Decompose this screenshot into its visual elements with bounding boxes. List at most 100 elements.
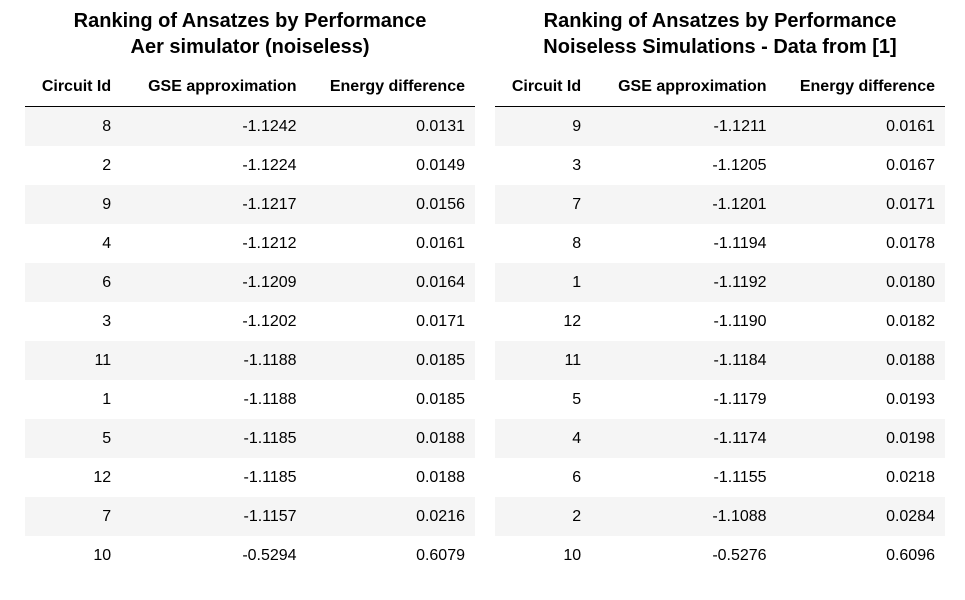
- cell-circuit-id: 2: [495, 497, 592, 536]
- cell-circuit-id: 4: [25, 224, 122, 263]
- table-row: 1 -1.1188 0.0185: [25, 380, 475, 419]
- header-gse-approximation: GSE approximation: [121, 68, 307, 107]
- cell-energy-difference: 0.0188: [306, 419, 475, 458]
- table-row: 9 -1.1211 0.0161: [495, 106, 945, 146]
- header-row: Circuit Id GSE approximation Energy diff…: [25, 68, 475, 107]
- table-row: 9 -1.1217 0.0156: [25, 185, 475, 224]
- cell-circuit-id: 11: [25, 341, 122, 380]
- cell-gse-approximation: -1.1217: [121, 185, 307, 224]
- cell-circuit-id: 11: [495, 341, 592, 380]
- cell-energy-difference: 0.0182: [776, 302, 945, 341]
- table-row: 7 -1.1157 0.0216: [25, 497, 475, 536]
- panel-title: Ranking of Ansatzes by Performance Noise…: [495, 8, 945, 60]
- header-circuit-id: Circuit Id: [25, 68, 122, 107]
- cell-energy-difference: 0.0180: [776, 263, 945, 302]
- table-row: 12 -1.1185 0.0188: [25, 458, 475, 497]
- cell-gse-approximation: -1.1192: [591, 263, 777, 302]
- cell-gse-approximation: -1.1209: [121, 263, 307, 302]
- title-line-2: Noiseless Simulations - Data from [1]: [543, 36, 897, 58]
- cell-energy-difference: 0.0149: [306, 146, 475, 185]
- cell-gse-approximation: -1.1155: [591, 458, 777, 497]
- cell-gse-approximation: -1.1242: [121, 106, 307, 146]
- cell-gse-approximation: -1.1202: [121, 302, 307, 341]
- cell-energy-difference: 0.0171: [306, 302, 475, 341]
- cell-circuit-id: 9: [25, 185, 122, 224]
- cell-gse-approximation: -0.5276: [591, 536, 777, 575]
- cell-energy-difference: 0.0185: [306, 380, 475, 419]
- table-row: 11 -1.1184 0.0188: [495, 341, 945, 380]
- table-row: 11 -1.1188 0.0185: [25, 341, 475, 380]
- cell-gse-approximation: -1.1157: [121, 497, 307, 536]
- cell-energy-difference: 0.0164: [306, 263, 475, 302]
- cell-energy-difference: 0.0218: [776, 458, 945, 497]
- cell-energy-difference: 0.0188: [306, 458, 475, 497]
- cell-energy-difference: 0.0131: [306, 106, 475, 146]
- ranking-table: Circuit Id GSE approximation Energy diff…: [25, 68, 475, 575]
- cell-circuit-id: 4: [495, 419, 592, 458]
- header-circuit-id: Circuit Id: [495, 68, 592, 107]
- cell-circuit-id: 3: [495, 146, 592, 185]
- table-row: 10 -0.5294 0.6079: [25, 536, 475, 575]
- cell-circuit-id: 9: [495, 106, 592, 146]
- reference-data-ranking-panel: Ranking of Ansatzes by Performance Noise…: [495, 8, 945, 575]
- cell-gse-approximation: -1.1185: [121, 458, 307, 497]
- cell-gse-approximation: -1.1179: [591, 380, 777, 419]
- table-row: 2 -1.1088 0.0284: [495, 497, 945, 536]
- table-row: 1 -1.1192 0.0180: [495, 263, 945, 302]
- cell-energy-difference: 0.0216: [306, 497, 475, 536]
- cell-energy-difference: 0.0171: [776, 185, 945, 224]
- cell-gse-approximation: -1.1188: [121, 380, 307, 419]
- cell-gse-approximation: -1.1174: [591, 419, 777, 458]
- cell-circuit-id: 3: [25, 302, 122, 341]
- cell-energy-difference: 0.0178: [776, 224, 945, 263]
- table-row: 4 -1.1174 0.0198: [495, 419, 945, 458]
- table-row: 8 -1.1194 0.0178: [495, 224, 945, 263]
- cell-gse-approximation: -1.1190: [591, 302, 777, 341]
- header-gse-approximation: GSE approximation: [591, 68, 777, 107]
- cell-circuit-id: 7: [25, 497, 122, 536]
- cell-circuit-id: 6: [25, 263, 122, 302]
- cell-circuit-id: 10: [25, 536, 122, 575]
- title-line-2: Aer simulator (noiseless): [130, 36, 370, 58]
- cell-circuit-id: 1: [495, 263, 592, 302]
- title-line-1: Ranking of Ansatzes by Performance: [73, 10, 427, 32]
- aer-simulator-ranking-panel: Ranking of Ansatzes by Performance Aer s…: [25, 8, 475, 575]
- tables-container: Ranking of Ansatzes by Performance Aer s…: [25, 8, 945, 575]
- table-row: 5 -1.1179 0.0193: [495, 380, 945, 419]
- cell-energy-difference: 0.0161: [306, 224, 475, 263]
- title-line-1: Ranking of Ansatzes by Performance: [543, 10, 897, 32]
- cell-energy-difference: 0.0193: [776, 380, 945, 419]
- ranking-table: Circuit Id GSE approximation Energy diff…: [495, 68, 945, 575]
- table-row: 3 -1.1202 0.0171: [25, 302, 475, 341]
- cell-energy-difference: 0.0185: [306, 341, 475, 380]
- table-row: 4 -1.1212 0.0161: [25, 224, 475, 263]
- cell-circuit-id: 5: [495, 380, 592, 419]
- cell-gse-approximation: -1.1205: [591, 146, 777, 185]
- cell-circuit-id: 5: [25, 419, 122, 458]
- table-row: 7 -1.1201 0.0171: [495, 185, 945, 224]
- cell-gse-approximation: -1.1211: [591, 106, 777, 146]
- cell-circuit-id: 6: [495, 458, 592, 497]
- table-row: 3 -1.1205 0.0167: [495, 146, 945, 185]
- cell-energy-difference: 0.6096: [776, 536, 945, 575]
- table-row: 2 -1.1224 0.0149: [25, 146, 475, 185]
- cell-gse-approximation: -1.1184: [591, 341, 777, 380]
- cell-gse-approximation: -1.1188: [121, 341, 307, 380]
- cell-gse-approximation: -1.1201: [591, 185, 777, 224]
- cell-circuit-id: 12: [25, 458, 122, 497]
- cell-energy-difference: 0.0188: [776, 341, 945, 380]
- cell-gse-approximation: -1.1185: [121, 419, 307, 458]
- cell-gse-approximation: -1.1088: [591, 497, 777, 536]
- cell-gse-approximation: -0.5294: [121, 536, 307, 575]
- header-row: Circuit Id GSE approximation Energy diff…: [495, 68, 945, 107]
- cell-energy-difference: 0.6079: [306, 536, 475, 575]
- cell-energy-difference: 0.0167: [776, 146, 945, 185]
- table-row: 12 -1.1190 0.0182: [495, 302, 945, 341]
- cell-circuit-id: 8: [495, 224, 592, 263]
- cell-energy-difference: 0.0156: [306, 185, 475, 224]
- cell-circuit-id: 2: [25, 146, 122, 185]
- cell-circuit-id: 7: [495, 185, 592, 224]
- header-energy-difference: Energy difference: [776, 68, 945, 107]
- table-row: 8 -1.1242 0.0131: [25, 106, 475, 146]
- cell-energy-difference: 0.0161: [776, 106, 945, 146]
